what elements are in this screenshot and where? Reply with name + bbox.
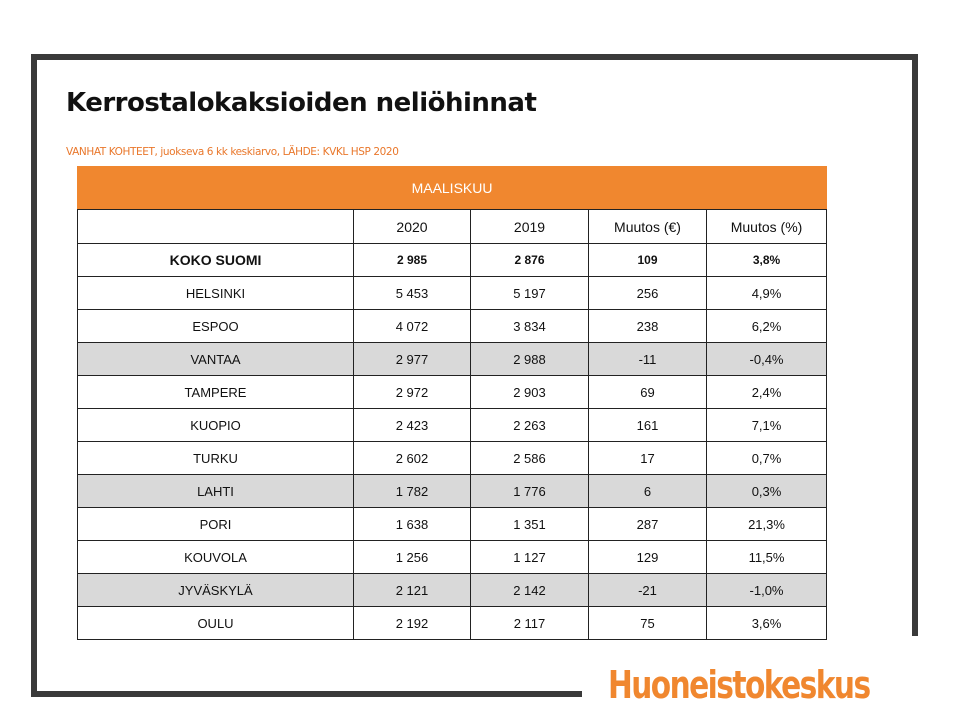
city-cell: TURKU — [77, 441, 354, 475]
value-2019-cell: 2 586 — [470, 441, 589, 475]
value-2019-cell: 2 117 — [470, 606, 589, 640]
value-2019-cell: 1 351 — [470, 507, 589, 541]
page-title: Kerrostalokaksioiden neliöhinnat — [66, 88, 537, 118]
column-header-change-eur: Muutos (€) — [588, 209, 707, 244]
value-2020-cell: 2 985 — [353, 243, 471, 277]
change-eur-cell: 238 — [588, 309, 707, 343]
table-row-helsinki: HELSINKI 5 453 5 197 256 4,9% — [77, 276, 828, 310]
value-2020-cell: 5 453 — [353, 276, 471, 310]
change-eur-cell: 69 — [588, 375, 707, 409]
value-2020-cell: 2 121 — [353, 573, 471, 607]
change-eur-cell: -21 — [588, 573, 707, 607]
frame-gap — [582, 636, 922, 706]
change-pct-cell: 3,6% — [705, 606, 828, 640]
value-2020-cell: 2 972 — [353, 375, 471, 409]
table-row-koko-suomi: KOKO SUOMI 2 985 2 876 109 3,8% — [77, 243, 828, 277]
change-eur-cell: 17 — [588, 441, 707, 475]
value-2019-cell: 3 834 — [470, 309, 589, 343]
value-2020-cell: 1 782 — [353, 474, 471, 508]
change-pct-cell: 4,9% — [705, 276, 828, 310]
value-2019-cell: 1 776 — [470, 474, 589, 508]
column-header-2020: 2020 — [353, 209, 471, 244]
table-row-tampere: TAMPERE 2 972 2 903 69 2,4% — [77, 375, 828, 409]
value-2020-cell: 2 602 — [353, 441, 471, 475]
column-header-city — [77, 209, 354, 244]
city-cell: KOUVOLA — [77, 540, 354, 574]
city-cell: OULU — [77, 606, 354, 640]
change-eur-cell: 161 — [588, 408, 707, 442]
city-cell: KOKO SUOMI — [77, 243, 354, 277]
table-row-oulu: OULU 2 192 2 117 75 3,6% — [77, 606, 828, 640]
city-cell: KUOPIO — [77, 408, 354, 442]
change-pct-cell: 11,5% — [705, 540, 828, 574]
change-eur-cell: 109 — [588, 243, 707, 277]
change-eur-cell: 287 — [588, 507, 707, 541]
change-pct-cell: 0,3% — [705, 474, 828, 508]
value-2020-cell: 1 638 — [353, 507, 471, 541]
column-header-change-pct: Muutos (%) — [705, 209, 828, 244]
change-pct-cell: 3,8% — [705, 243, 828, 277]
table-row-turku: TURKU 2 602 2 586 17 0,7% — [77, 441, 828, 475]
month-banner: MAALISKUU — [76, 166, 828, 210]
change-eur-cell: 75 — [588, 606, 707, 640]
change-pct-cell: -0,4% — [705, 342, 828, 376]
value-2019-cell: 2 142 — [470, 573, 589, 607]
change-pct-cell: 0,7% — [705, 441, 828, 475]
value-2019-cell: 1 127 — [470, 540, 589, 574]
city-cell: LAHTI — [77, 474, 354, 508]
value-2019-cell: 2 876 — [470, 243, 589, 277]
table-row-pori: PORI 1 638 1 351 287 21,3% — [77, 507, 828, 541]
value-2020-cell: 4 072 — [353, 309, 471, 343]
city-cell: PORI — [77, 507, 354, 541]
table-row-lahti: LAHTI 1 782 1 776 6 0,3% — [77, 474, 828, 508]
city-cell: HELSINKI — [77, 276, 354, 310]
table-row-kouvola: KOUVOLA 1 256 1 127 129 11,5% — [77, 540, 828, 574]
change-eur-cell: 6 — [588, 474, 707, 508]
value-2019-cell: 5 197 — [470, 276, 589, 310]
value-2020-cell: 2 192 — [353, 606, 471, 640]
change-pct-cell: 2,4% — [705, 375, 828, 409]
price-table: MAALISKUU 2020 2019 Muutos (€) Muutos (%… — [76, 166, 828, 640]
city-cell: ESPOO — [77, 309, 354, 343]
table-row-jyvaskyla: JYVÄSKYLÄ 2 121 2 142 -21 -1,0% — [77, 573, 828, 607]
change-pct-cell: 7,1% — [705, 408, 828, 442]
change-eur-cell: -11 — [588, 342, 707, 376]
huoneistokeskus-logo: Huoneistokeskus — [608, 663, 871, 707]
change-eur-cell: 256 — [588, 276, 707, 310]
value-2019-cell: 2 263 — [470, 408, 589, 442]
city-cell: JYVÄSKYLÄ — [77, 573, 354, 607]
page-subtitle: VANHAT KOHTEET, juokseva 6 kk keskiarvo,… — [66, 146, 399, 158]
change-pct-cell: 6,2% — [705, 309, 828, 343]
column-header-2019: 2019 — [470, 209, 589, 244]
value-2020-cell: 2 423 — [353, 408, 471, 442]
change-eur-cell: 129 — [588, 540, 707, 574]
table-row-kuopio: KUOPIO 2 423 2 263 161 7,1% — [77, 408, 828, 442]
value-2019-cell: 2 988 — [470, 342, 589, 376]
value-2019-cell: 2 903 — [470, 375, 589, 409]
value-2020-cell: 2 977 — [353, 342, 471, 376]
value-2020-cell: 1 256 — [353, 540, 471, 574]
table-row-espoo: ESPOO 4 072 3 834 238 6,2% — [77, 309, 828, 343]
city-cell: TAMPERE — [77, 375, 354, 409]
change-pct-cell: 21,3% — [705, 507, 828, 541]
change-pct-cell: -1,0% — [705, 573, 828, 607]
table-row-vantaa: VANTAA 2 977 2 988 -11 -0,4% — [77, 342, 828, 376]
city-cell: VANTAA — [77, 342, 354, 376]
